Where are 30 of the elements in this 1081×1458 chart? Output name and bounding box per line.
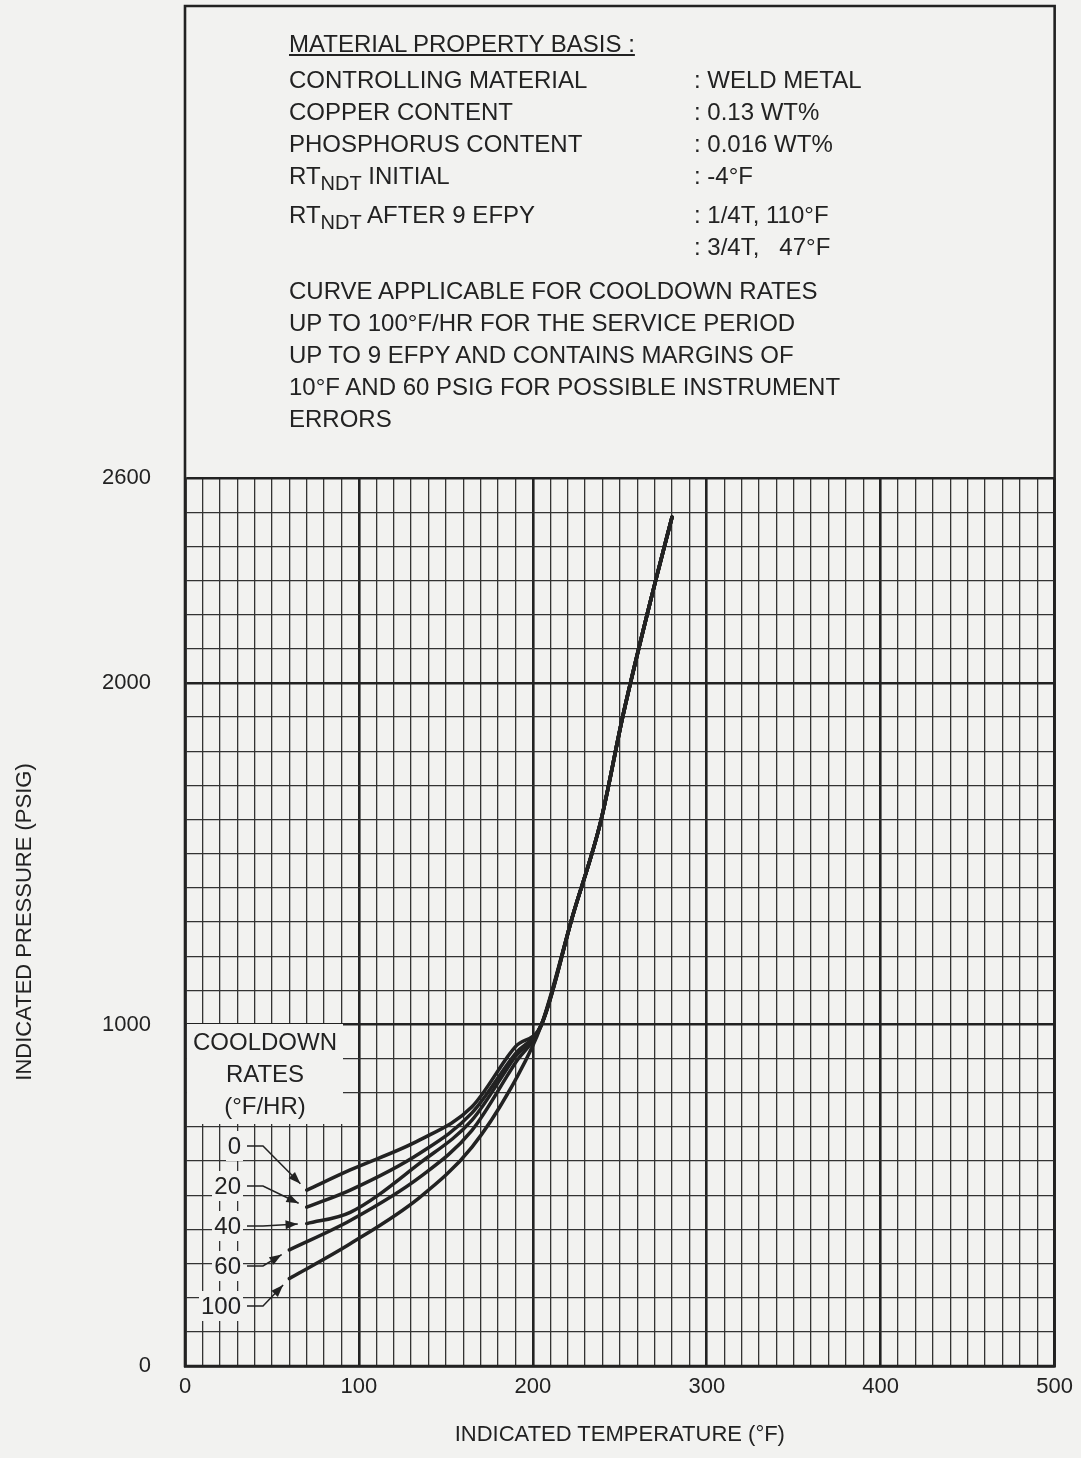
text: : 0.13 WT% (694, 97, 821, 127)
x-tick-label: 200 (514, 1373, 552, 1399)
x-tick-label: 100 (340, 1373, 378, 1399)
text: COPPER CONTENT (289, 97, 514, 127)
text: RT$_{NDT}$ AFTER 9 EFPY (289, 199, 537, 235)
legend-label: 20 (212, 1171, 243, 1201)
legend-title: COOLDOWN RATES (°F/HR) (187, 1024, 343, 1124)
text: RT$_{NDT}$ INITIAL (289, 161, 451, 196)
y-axis-title: INDICATED PRESSURE (PSIG) (11, 763, 37, 1081)
text: : -4°F (694, 161, 754, 191)
legend-label: 100 (198, 1291, 243, 1321)
legend-label: 40 (212, 1211, 243, 1241)
x-tick-label: 400 (862, 1373, 900, 1399)
text: : 1/4T, 110°F : 3/4T, 47°F (694, 199, 832, 262)
y-tick-label: 0 (138, 1352, 151, 1378)
legend-label: 60 (212, 1251, 243, 1281)
text: : WELD METAL (694, 65, 863, 95)
text: 0 (225, 1131, 243, 1161)
text: PHOSPHORUS CONTENT (289, 129, 584, 159)
y-tick-label: 1000 (102, 1010, 151, 1036)
x-tick-label: 300 (688, 1373, 726, 1399)
text: CONTROLLING MATERIAL (289, 65, 589, 95)
x-tick-label: 500 (1036, 1373, 1074, 1399)
x-axis-title: INDICATED TEMPERATURE (°F) (454, 1420, 785, 1446)
x-tick-label: 0 (178, 1373, 192, 1399)
y-tick-label: 2600 (102, 464, 151, 490)
text: CURVE APPLICABLE FOR COOLDOWN RATES UP TO 100°F/HR FOR THE SERVICE PERIOD UP TO 9 EFPY AND CONTAINS MARGINS OF 10°F AND 60 PSIG FOR POSSIBLE INSTRUMENT ERRORS (289, 275, 842, 434)
y-tick-label: 2000 (102, 668, 151, 694)
chart-title: MATERIAL PROPERTY BASIS : (289, 29, 636, 59)
text: : 0.016 WT% (694, 129, 834, 159)
